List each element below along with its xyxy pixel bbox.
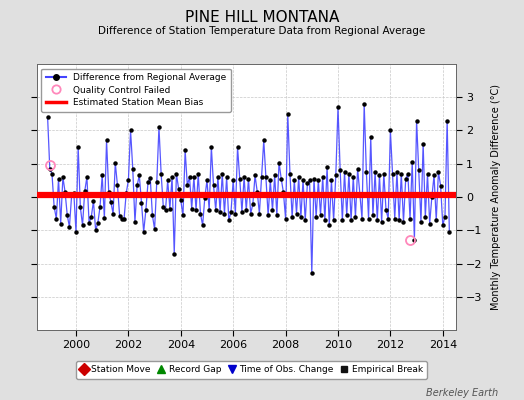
Legend: Difference from Regional Average, Quality Control Failed, Estimated Station Mean: Difference from Regional Average, Qualit… bbox=[41, 68, 231, 112]
Y-axis label: Monthly Temperature Anomaly Difference (°C): Monthly Temperature Anomaly Difference (… bbox=[491, 84, 501, 310]
Text: PINE HILL MONTANA: PINE HILL MONTANA bbox=[185, 10, 339, 25]
Text: Berkeley Earth: Berkeley Earth bbox=[425, 388, 498, 398]
Legend: Station Move, Record Gap, Time of Obs. Change, Empirical Break: Station Move, Record Gap, Time of Obs. C… bbox=[76, 361, 427, 379]
Text: Difference of Station Temperature Data from Regional Average: Difference of Station Temperature Data f… bbox=[99, 26, 425, 36]
